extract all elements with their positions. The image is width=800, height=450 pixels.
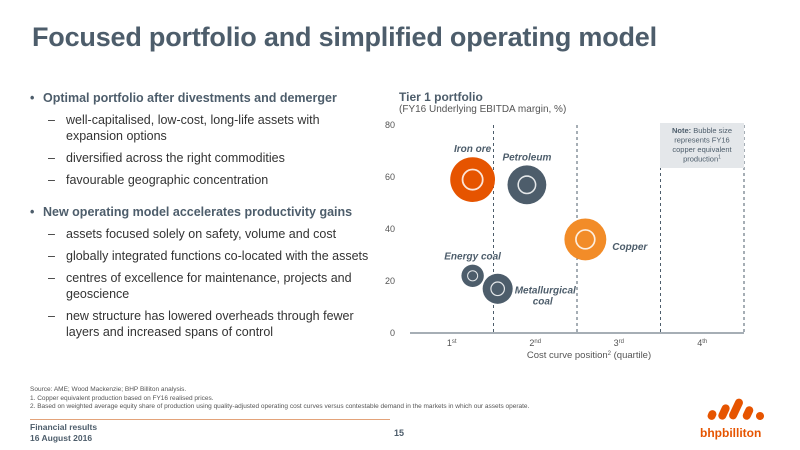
y-tick-label: 80 [385,120,395,130]
bubble-label-energy-coal: Energy coal [444,252,501,263]
note-box [660,123,744,168]
bullet-item: centres of excellence for maintenance, p… [30,270,375,302]
copper-icon [575,229,596,250]
footnote-2: 2. Based on weighted average equity shar… [30,403,530,410]
note-line: copper equivalent [672,145,732,154]
footer-divider [30,419,390,420]
footnote-1: 1. Copper equivalent production based on… [30,394,214,402]
bubble-label-petroleum: Petroleum [502,152,551,163]
chart-title: Tier 1 portfolio [399,90,483,104]
bubble-chart: 0 20 40 60 80 1st 2nd 3rd 4th Cost curve position… [385,120,745,360]
petroleum-icon [517,175,537,195]
bubble-label-copper: Copper [612,242,648,253]
source-note: Source: AME; Wood Mackenzie; BHP Billito… [30,386,187,393]
logo-pill [756,412,764,420]
page-number: 15 [394,428,405,438]
bullet-item: globally integrated functions co-located… [30,248,375,264]
bullet-heading: New operating model accelerates producti… [30,204,375,220]
footer-doc-title: Financial results [30,422,98,432]
bubble-labels: Iron ore Petroleum Copper Energy coal Metall… [444,144,648,307]
y-tick-label: 60 [385,172,395,182]
note-line: production1 [683,155,721,164]
bullet-item: new structure has lowered overheads thro… [30,308,375,340]
x-tick-label: 3rd [614,338,624,348]
logo-mark-icon [707,398,764,420]
bubble-petroleum [507,165,547,205]
chart-axes: 0 20 40 60 80 1st 2nd 3rd 4th Cost curve position… [385,120,744,360]
energy-coal-icon [467,270,479,282]
bubbles [450,157,607,304]
bubble-label-iron-ore: Iron ore [454,144,492,155]
footnotes: Source: AME; Wood Mackenzie; BHP Billito… [30,386,529,412]
bhp-logo: bhpbilliton [700,392,770,442]
logo-pill [729,398,743,420]
y-tick-label: 20 [385,276,395,286]
x-axis-label: Cost curve position2 (quartile) [527,350,651,360]
bubble-label-metallurgical-coal: Metallurgical coal [515,285,576,307]
bubble-metallurgical-coal [482,273,513,304]
bullet-item: well-capitalised, low-cost, long-life as… [30,112,375,144]
chart-subtitle: (FY16 Underlying EBITDA margin, %) [399,104,567,115]
bullet-item: diversified across the right commodities [30,150,375,166]
logo-pill [718,404,730,420]
y-tick-label: 0 [390,328,395,338]
bullet-item: assets focused solely on safety, volume … [30,226,375,242]
logo-pill [742,406,754,420]
bullet-list: Optimal portfolio after divestments and … [30,90,375,346]
bubble-iron-ore [450,157,496,202]
note-line: represents FY16 [674,136,729,145]
iron-ore-icon [461,168,484,191]
x-tick-label: 4th [697,338,707,348]
note-line: Note: Bubble size [672,126,732,135]
bullet-item: favourable geographic concentration [30,172,375,188]
page-title: Focused portfolio and simplified operati… [32,22,657,52]
y-tick-label: 40 [385,224,395,234]
bullet-heading: Optimal portfolio after divestments and … [30,90,375,106]
footer-date: 16 August 2016 [30,433,93,443]
logo-pill [707,410,717,420]
bubble-copper [564,218,607,261]
logo-text: bhpbilliton [700,426,762,440]
x-tick-label: 1st [447,338,457,348]
x-tick-label: 2nd [529,338,541,348]
bubble-energy-coal [461,264,484,287]
metallurgical-coal-icon [490,281,506,297]
